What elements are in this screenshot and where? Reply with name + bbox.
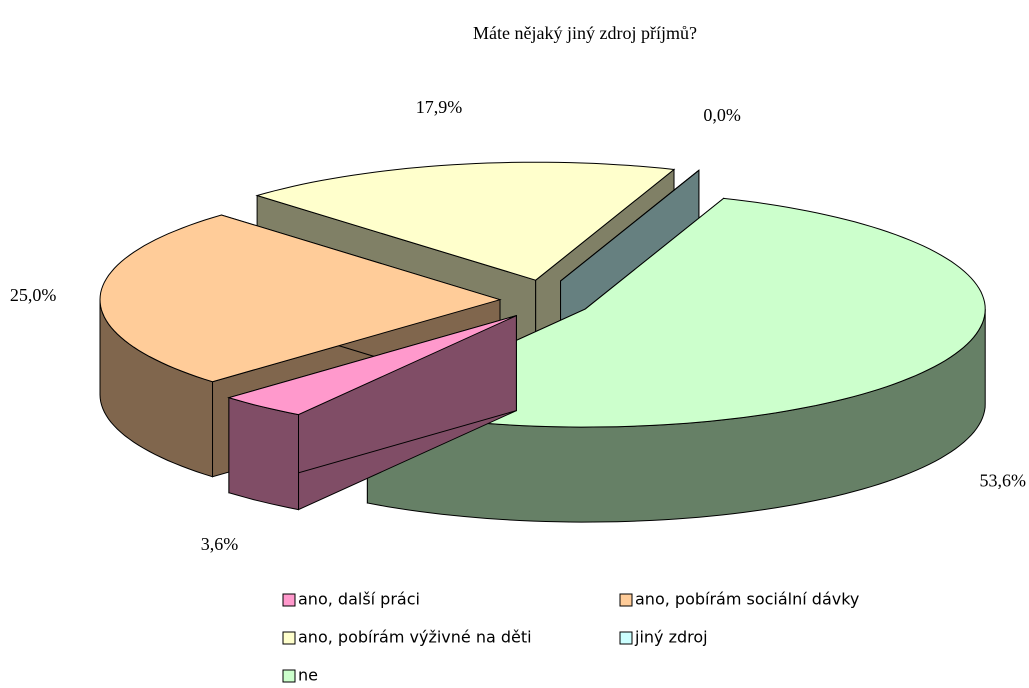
chart-title: Máte nějaký jiný zdroj příjmů?: [473, 23, 697, 43]
legend-swatch: [619, 593, 633, 607]
slice-top: [255, 161, 676, 281]
legend-swatch: [282, 593, 296, 607]
slice: [227, 314, 517, 511]
legend-label: ano, pobírám sociální dávky: [635, 590, 859, 609]
data-label: 53,6%: [979, 471, 1026, 491]
data-label: 17,9%: [416, 97, 463, 117]
slice-top: [560, 169, 700, 282]
slice-top: [99, 214, 502, 383]
data-label: 0,0%: [703, 105, 741, 125]
legend-swatch: [619, 631, 633, 645]
legend-label: jiný zdroj: [634, 628, 708, 647]
data-label: 3,6%: [201, 534, 239, 554]
slice-wall: [228, 397, 299, 511]
legend-label: ano, pobírám výživné na děti: [298, 628, 532, 647]
legend-swatch: [282, 631, 296, 645]
data-label: 25,0%: [10, 285, 57, 305]
legend-swatch: [282, 669, 296, 683]
legend-label: ne: [298, 666, 318, 685]
legend-label: ano, další práci: [298, 590, 420, 609]
slice-top: [365, 197, 986, 428]
slice-top: [227, 315, 517, 416]
